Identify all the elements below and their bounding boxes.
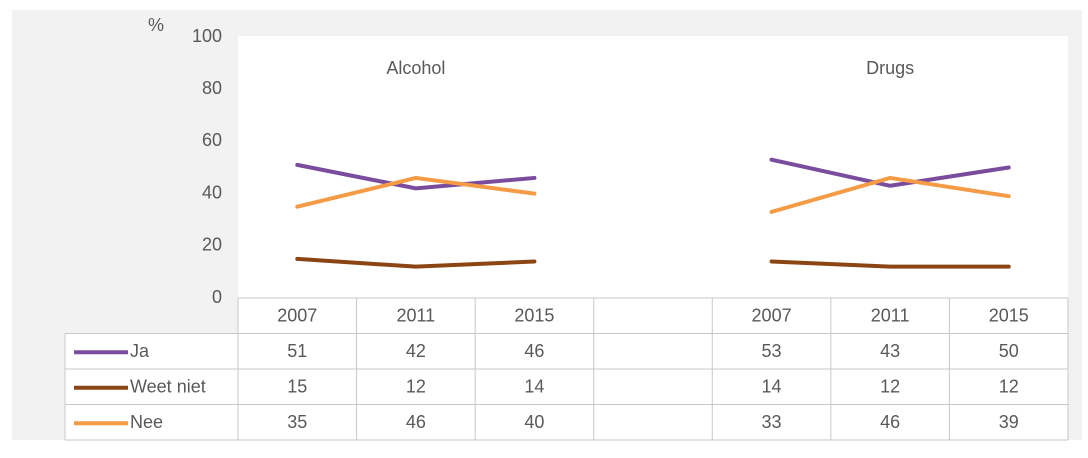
series-line (295, 175, 1011, 214)
table-value: 51 (287, 341, 307, 361)
y-tick-label: 80 (202, 78, 222, 98)
series-line (295, 157, 1011, 191)
table-value: 14 (762, 377, 782, 397)
y-tick-label: 40 (202, 182, 222, 202)
panel-label: Alcohol (386, 58, 445, 78)
series-line (295, 256, 1011, 269)
table-value: 12 (880, 377, 900, 397)
x-tick-label: 2011 (396, 306, 435, 326)
table-value: 53 (762, 341, 782, 361)
legend-label: Ja (130, 341, 150, 361)
x-tick-label: 2007 (752, 306, 792, 326)
table-value: 42 (406, 341, 426, 361)
x-tick-label: 2011 (871, 306, 910, 326)
y-tick-label: 60 (202, 130, 222, 150)
x-tick-label: 2007 (277, 306, 317, 326)
table-value: 15 (287, 377, 307, 397)
table-value: 39 (999, 412, 1019, 432)
panel-label: Drugs (866, 58, 914, 78)
x-tick-label: 2015 (514, 306, 554, 326)
table-value: 46 (524, 341, 544, 361)
x-tick-label: 2015 (989, 306, 1029, 326)
table-value: 46 (880, 412, 900, 432)
y-tick-label: 0 (212, 287, 222, 307)
legend-label: Weet niet (130, 377, 206, 397)
y-axis-label: % (148, 15, 164, 35)
y-tick-label: 20 (202, 235, 222, 255)
table-value: 14 (524, 377, 544, 397)
plot-area (238, 36, 1068, 298)
table-value: 33 (762, 412, 782, 432)
legend-label: Nee (130, 412, 163, 432)
table-value: 46 (406, 412, 426, 432)
table-value: 12 (999, 377, 1019, 397)
y-tick-label: 100 (192, 26, 222, 46)
table-value: 50 (999, 341, 1019, 361)
table-value: 12 (406, 377, 426, 397)
table-value: 43 (880, 341, 900, 361)
table-value: 35 (287, 412, 307, 432)
table-value: 40 (524, 412, 544, 432)
